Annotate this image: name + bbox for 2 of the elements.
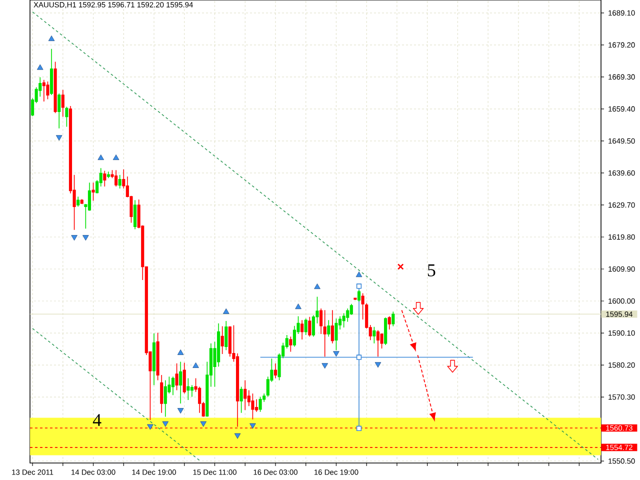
annotation: 5 [428,264,436,276]
annotation: 4 [92,414,102,426]
